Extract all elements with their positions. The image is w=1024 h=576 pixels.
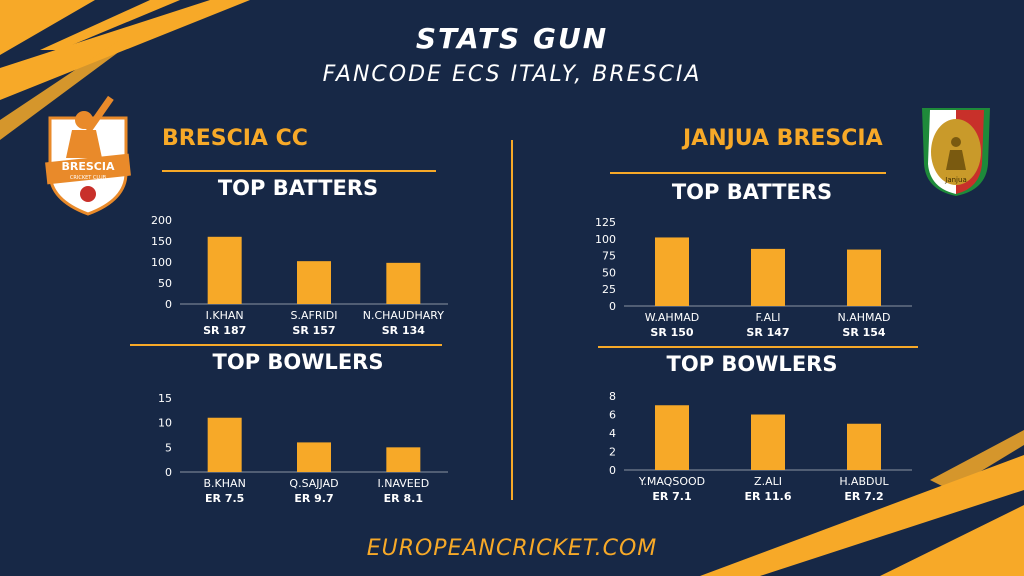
y-tick-label: 100 (151, 256, 172, 269)
y-tick-label: 10 (158, 417, 172, 430)
chart-right-bowlers: 0 2 4 6 8 Y.MAQSOOD ER 7.1 Z.ALI ER 11.6 H.ABDUL E… (609, 390, 912, 503)
y-tick-label: 50 (158, 277, 172, 290)
janjua-brescia-logo: Janjua (922, 108, 990, 196)
rate-label: ER 7.1 (652, 490, 691, 503)
bar (751, 248, 785, 306)
team-name-right: JANJUA BRESCIA (683, 126, 883, 151)
rate-label: ER 7.5 (205, 492, 244, 505)
y-tick-label: 25 (602, 283, 616, 296)
section-title-right-bowlers: TOP BOWLERS (666, 352, 838, 376)
chart-right-batters: 0 25 50 75 100 125 W.AHMAD SR 150 F.ALI SR 147 N.A… (595, 216, 912, 339)
y-tick-label: 5 (165, 441, 172, 454)
rate-label: SR 154 (842, 326, 886, 339)
rate-label: ER 8.1 (384, 492, 423, 505)
logo-text: Janjua (944, 176, 966, 184)
rate-label: ER 9.7 (294, 492, 333, 505)
bar (751, 414, 785, 470)
bar (847, 249, 881, 306)
chart-left-batters: 0 50 100 150 200 I.KHAN SR 187 S.AFRIDI SR 157 N.… (151, 214, 448, 337)
bar (386, 447, 421, 472)
bar (207, 236, 242, 304)
x-tick-label: H.ABDUL (839, 475, 889, 488)
section-title-right-batters: TOP BATTERS (671, 180, 833, 204)
rate-label: ER 7.2 (844, 490, 883, 503)
page-title: STATS GUN (415, 22, 609, 55)
y-tick-label: 0 (609, 464, 616, 477)
rate-label: SR 147 (746, 326, 789, 339)
divider-left-middle (130, 344, 442, 346)
x-tick-label: I.NAVEED (377, 477, 429, 490)
logo-text-line2: CRICKET CLUB (70, 175, 107, 181)
center-divider (511, 140, 513, 500)
y-tick-label: 200 (151, 214, 172, 227)
footer-site-name: EUROPEANCRICKET.COM (366, 536, 658, 561)
rate-label: SR 187 (203, 324, 246, 337)
brescia-cricket-club-logo: BRESCIA CRICKET CLUB (45, 95, 131, 216)
y-tick-label: 100 (595, 233, 616, 246)
x-tick-label: F.ALI (756, 311, 781, 324)
x-tick-label: Q.SAJJAD (289, 477, 338, 490)
y-tick-label: 2 (609, 446, 616, 459)
x-tick-label: Z.ALI (754, 475, 782, 488)
section-title-left-batters: TOP BATTERS (217, 176, 379, 200)
bar (207, 417, 242, 472)
y-tick-label: 125 (595, 216, 616, 229)
rate-label: SR 150 (650, 326, 694, 339)
y-tick-label: 0 (165, 298, 172, 311)
x-tick-label: W.AHMAD (645, 311, 699, 324)
divider-left-top (162, 170, 436, 172)
y-tick-label: 50 (602, 266, 616, 279)
x-tick-label: I.KHAN (206, 309, 244, 322)
divider-right-top (610, 172, 886, 174)
divider-right-middle (598, 346, 918, 348)
page-subtitle: FANCODE ECS ITALY, BRESCIA (322, 62, 702, 87)
rate-label: ER 11.6 (745, 490, 792, 503)
bar (386, 262, 421, 304)
bar (297, 442, 331, 472)
rate-label: SR 134 (382, 324, 426, 337)
x-tick-label: N.AHMAD (837, 311, 890, 324)
y-tick-label: 4 (609, 427, 616, 440)
section-title-left-bowlers: TOP BOWLERS (212, 350, 384, 374)
y-tick-label: 0 (165, 466, 172, 479)
y-tick-label: 0 (609, 300, 616, 313)
y-tick-label: 75 (602, 250, 616, 263)
y-tick-label: 15 (158, 392, 172, 405)
chart-left-bowlers: 0 5 10 15 B.KHAN ER 7.5 Q.SAJJAD ER 9.7 I.NAVEED… (158, 392, 448, 505)
x-tick-label: Y.MAQSOOD (638, 475, 705, 488)
y-tick-label: 6 (609, 409, 616, 422)
x-tick-label: N.CHAUDHARY (363, 309, 444, 322)
bar (655, 405, 689, 470)
team-name-left: BRESCIA CC (162, 126, 308, 151)
x-tick-label: B.KHAN (204, 477, 246, 490)
bar (655, 237, 689, 306)
bar (847, 423, 881, 470)
bar (297, 261, 331, 304)
rate-label: SR 157 (292, 324, 335, 337)
logo-text-line1: BRESCIA (62, 160, 115, 173)
y-tick-label: 8 (609, 390, 616, 403)
y-tick-label: 150 (151, 235, 172, 248)
x-tick-label: S.AFRIDI (291, 309, 338, 322)
